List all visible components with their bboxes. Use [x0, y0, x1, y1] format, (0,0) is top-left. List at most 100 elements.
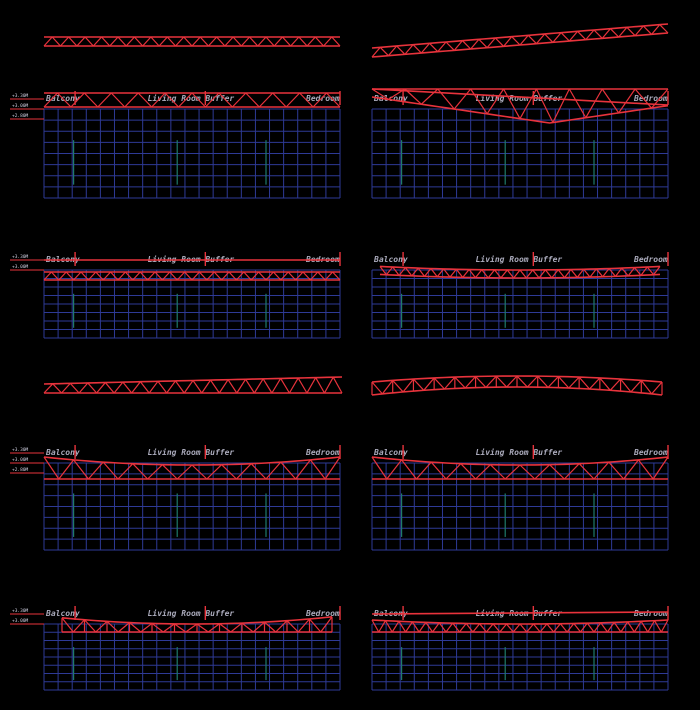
- truss-web: [532, 269, 540, 279]
- truss-web: [235, 271, 245, 281]
- truss-web: [564, 269, 572, 279]
- truss-web: [65, 271, 75, 281]
- truss-web: [295, 459, 311, 480]
- truss-web: [618, 88, 636, 114]
- bedroom-label: Bedroom: [633, 609, 668, 618]
- truss-web: [601, 28, 611, 39]
- truss-web: [620, 378, 632, 393]
- truss-web: [546, 623, 555, 633]
- truss-web: [191, 464, 208, 480]
- truss-web: [73, 271, 82, 281]
- truss-web: [577, 30, 587, 41]
- truss-web: [654, 620, 662, 633]
- truss-web: [580, 622, 588, 633]
- truss-web: [559, 623, 568, 633]
- truss-web: [150, 36, 160, 47]
- truss-web: [566, 623, 575, 633]
- truss-web: [102, 271, 112, 281]
- truss-top-chord: [371, 456, 669, 466]
- truss-web: [599, 377, 611, 391]
- truss-web: [69, 382, 80, 394]
- truss-web: [547, 376, 559, 388]
- truss-web: [417, 267, 426, 277]
- truss-web: [642, 25, 652, 35]
- truss-top-chord: [371, 23, 669, 49]
- truss-web: [323, 36, 333, 47]
- truss-web: [424, 268, 432, 277]
- truss-web: [557, 376, 570, 389]
- living-room-label: Living Room: [148, 93, 201, 103]
- truss-web: [151, 92, 166, 108]
- truss-web: [124, 92, 139, 108]
- balcony-label: Balcony: [45, 448, 80, 457]
- truss-web: [297, 618, 310, 633]
- truss-web: [117, 622, 130, 633]
- truss-web: [275, 620, 288, 633]
- buffer-label: Buffer: [532, 255, 562, 264]
- section-truss: [43, 456, 341, 480]
- truss-web: [371, 381, 383, 395]
- section-truss: [371, 456, 669, 480]
- section-3-right: Balcony Living Room Buffer Bedroom: [371, 445, 669, 551]
- truss-web: [196, 623, 209, 633]
- truss-web: [134, 36, 144, 47]
- truss-web: [392, 380, 404, 393]
- truss-web: [608, 461, 625, 480]
- truss-web: [262, 378, 273, 394]
- truss-web: [568, 88, 587, 119]
- truss-web: [253, 378, 264, 394]
- section-4-left: Balcony Living Room Buffer Bedroom +3.30M +3.…: [10, 606, 341, 691]
- truss-web: [504, 464, 521, 480]
- truss-web: [250, 463, 267, 480]
- truss-web: [83, 92, 99, 108]
- truss-web: [110, 271, 119, 281]
- truss-web: [60, 36, 70, 47]
- truss-web: [563, 463, 580, 480]
- buffer-label: Buffer: [204, 448, 234, 457]
- truss-web: [228, 271, 237, 281]
- truss-web: [87, 271, 97, 281]
- truss-web: [241, 622, 254, 633]
- truss-web: [236, 378, 247, 394]
- truss-web: [379, 266, 387, 276]
- section-2-right: Balcony Living Room Buffer Bedroom: [371, 252, 669, 339]
- truss-web: [527, 34, 537, 45]
- balcony-label: Balcony: [373, 255, 408, 264]
- truss-web: [162, 623, 175, 633]
- truss-web: [43, 271, 52, 281]
- section-truss: [371, 88, 669, 124]
- truss-web: [258, 271, 267, 281]
- truss-web: [184, 271, 193, 281]
- truss-web: [210, 379, 220, 394]
- truss-web: [280, 461, 297, 480]
- truss-web: [51, 36, 61, 47]
- truss-web: [614, 267, 623, 277]
- truss-web: [68, 36, 78, 47]
- truss-web: [489, 464, 506, 480]
- truss-web: [468, 269, 476, 279]
- truss-web: [385, 266, 394, 276]
- level-mark: +2.80M: [12, 113, 29, 119]
- buffer-label: Buffer: [204, 609, 234, 618]
- truss-web: [245, 92, 260, 108]
- truss-web: [640, 266, 648, 276]
- truss-web: [544, 269, 553, 279]
- truss-web: [201, 379, 212, 394]
- truss-web: [306, 377, 317, 394]
- truss-web: [43, 92, 58, 108]
- truss-web: [231, 92, 247, 108]
- truss-web: [332, 271, 341, 281]
- truss-web: [386, 459, 403, 480]
- truss-web: [552, 32, 562, 43]
- balcony-label: Balcony: [45, 609, 80, 618]
- truss-web: [154, 271, 163, 281]
- truss-web: [532, 623, 541, 633]
- truss-web: [506, 375, 518, 388]
- truss-web: [271, 378, 282, 394]
- truss-web: [326, 92, 341, 108]
- truss-web: [499, 623, 508, 633]
- truss-web: [117, 271, 126, 281]
- truss-web: [129, 622, 142, 633]
- balcony-label: Balcony: [373, 448, 408, 457]
- truss-web: [175, 36, 185, 47]
